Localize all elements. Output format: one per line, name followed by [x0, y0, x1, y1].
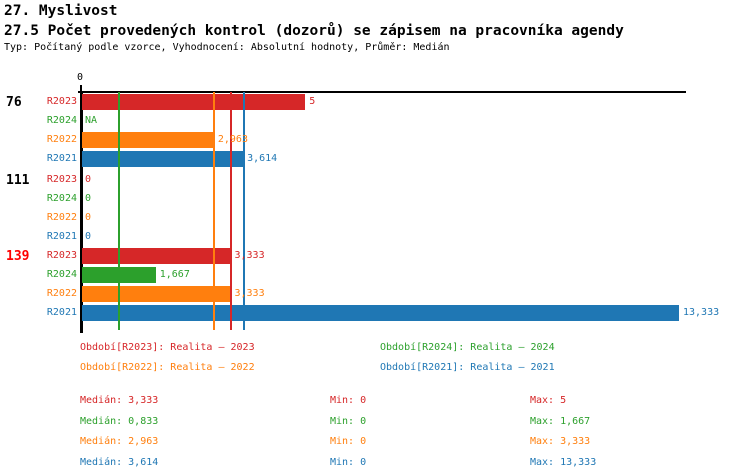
bar-value-label: 3,333	[234, 250, 265, 261]
stat-median: Medián: 2,963	[80, 436, 159, 447]
x-axis-tick-label: 0	[76, 72, 84, 83]
stat-max: Max: 3,333	[530, 436, 591, 447]
stat-max: Max: 5	[530, 395, 567, 406]
bar-value-label: 0	[85, 193, 92, 204]
stat-min: Min: 0	[330, 436, 367, 447]
bar	[82, 248, 231, 264]
legend-item-R2022: Období[R2022]: Realita – 2022	[80, 362, 255, 373]
bar-value-label: 0	[85, 231, 92, 242]
legend-item-R2021: Období[R2021]: Realita – 2021	[380, 362, 555, 373]
bar	[82, 132, 214, 148]
bar-value-label: 1,667	[159, 269, 190, 280]
median-line-R2023	[229, 92, 232, 330]
series-row-label: R2021	[46, 153, 77, 164]
bar-value-label: NA	[85, 115, 98, 126]
x-axis-tick-mark	[80, 85, 82, 92]
group-label: 139	[6, 249, 30, 264]
group-label: 76	[6, 95, 22, 110]
bar-value-label: 0	[85, 212, 92, 223]
bar-value-label: 2,963	[217, 134, 248, 145]
series-row-label: R2022	[46, 288, 77, 299]
series-row-label: R2022	[46, 212, 77, 223]
bar	[82, 151, 244, 167]
median-line-R2024	[117, 92, 120, 330]
series-row-label: R2021	[46, 307, 77, 318]
y-axis-line	[79, 91, 83, 333]
legend-item-R2023: Období[R2023]: Realita – 2023	[80, 342, 255, 353]
series-row-label: R2024	[46, 115, 77, 126]
stat-median: Medián: 0,833	[80, 416, 159, 427]
stat-min: Min: 0	[330, 416, 367, 427]
bar-value-label: 3,614	[247, 153, 278, 164]
stat-min: Min: 0	[330, 457, 367, 468]
series-row-label: R2023	[46, 250, 77, 261]
stat-median: Medián: 3,333	[80, 395, 159, 406]
stat-min: Min: 0	[330, 395, 367, 406]
series-row-label: R2024	[46, 269, 77, 280]
median-line-R2022	[213, 92, 216, 330]
bar-value-label: 3,333	[234, 288, 265, 299]
bar-value-label: 5	[309, 96, 316, 107]
bar	[82, 286, 231, 302]
group-label: 111	[6, 173, 30, 188]
series-row-label: R2022	[46, 134, 77, 145]
bar	[82, 305, 679, 321]
stat-max: Max: 13,333	[530, 457, 597, 468]
stat-median: Medián: 3,614	[80, 457, 159, 468]
legend-item-R2024: Období[R2024]: Realita – 2024	[380, 342, 555, 353]
x-axis-line	[78, 91, 686, 93]
bar-value-label: 13,333	[682, 307, 720, 318]
section-title: 27. Myslivost	[4, 3, 118, 19]
stat-max: Max: 1,667	[530, 416, 591, 427]
chart-subtitle: Typ: Počítaný podle vzorce, Vyhodnocení:…	[4, 42, 450, 53]
median-line-R2021	[242, 92, 245, 330]
series-row-label: R2021	[46, 231, 77, 242]
bar-value-label: 0	[85, 174, 92, 185]
chart-title: 27.5 Počet provedených kontrol (dozorů) …	[4, 23, 624, 39]
series-row-label: R2023	[46, 96, 77, 107]
bar	[82, 94, 306, 110]
series-row-label: R2024	[46, 193, 77, 204]
series-row-label: R2023	[46, 174, 77, 185]
